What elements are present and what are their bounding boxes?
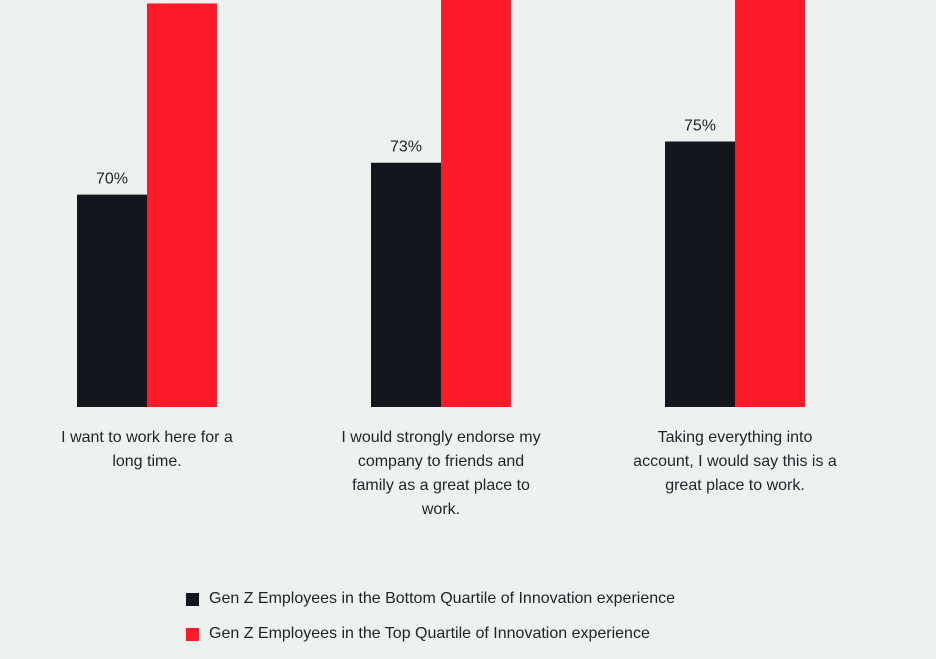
bar-top-quartile <box>735 0 805 408</box>
legend-item-bottom-quartile: Gen Z Employees in the Bottom Quartile o… <box>186 586 826 612</box>
bar-bottom-quartile <box>371 162 441 407</box>
legend-item-top-quartile: Gen Z Employees in the Top Quartile of I… <box>186 621 826 647</box>
category-label: I would strongly endorse my company to fr… <box>341 429 541 518</box>
bar-top-quartile <box>147 3 217 407</box>
legend-swatch-top-quartile <box>186 627 199 641</box>
category-label: Taking everything into account, I would s… <box>633 429 837 494</box>
data-label: 75% <box>684 118 716 135</box>
bar-top-quartile <box>441 0 511 408</box>
data-label: 70% <box>96 171 128 188</box>
category-label: I want to work here for a long time. <box>61 429 233 470</box>
legend-swatch-bottom-quartile <box>186 592 199 606</box>
legend-label-top-quartile: Gen Z Employees in the Top Quartile of I… <box>209 625 650 642</box>
bar-bottom-quartile <box>77 194 147 407</box>
bar-bottom-quartile <box>665 141 735 407</box>
data-label: 73% <box>390 139 422 156</box>
legend: Gen Z Employees in the Bottom Quartile o… <box>186 586 826 656</box>
legend-label-bottom-quartile: Gen Z Employees in the Bottom Quartile o… <box>209 590 676 607</box>
